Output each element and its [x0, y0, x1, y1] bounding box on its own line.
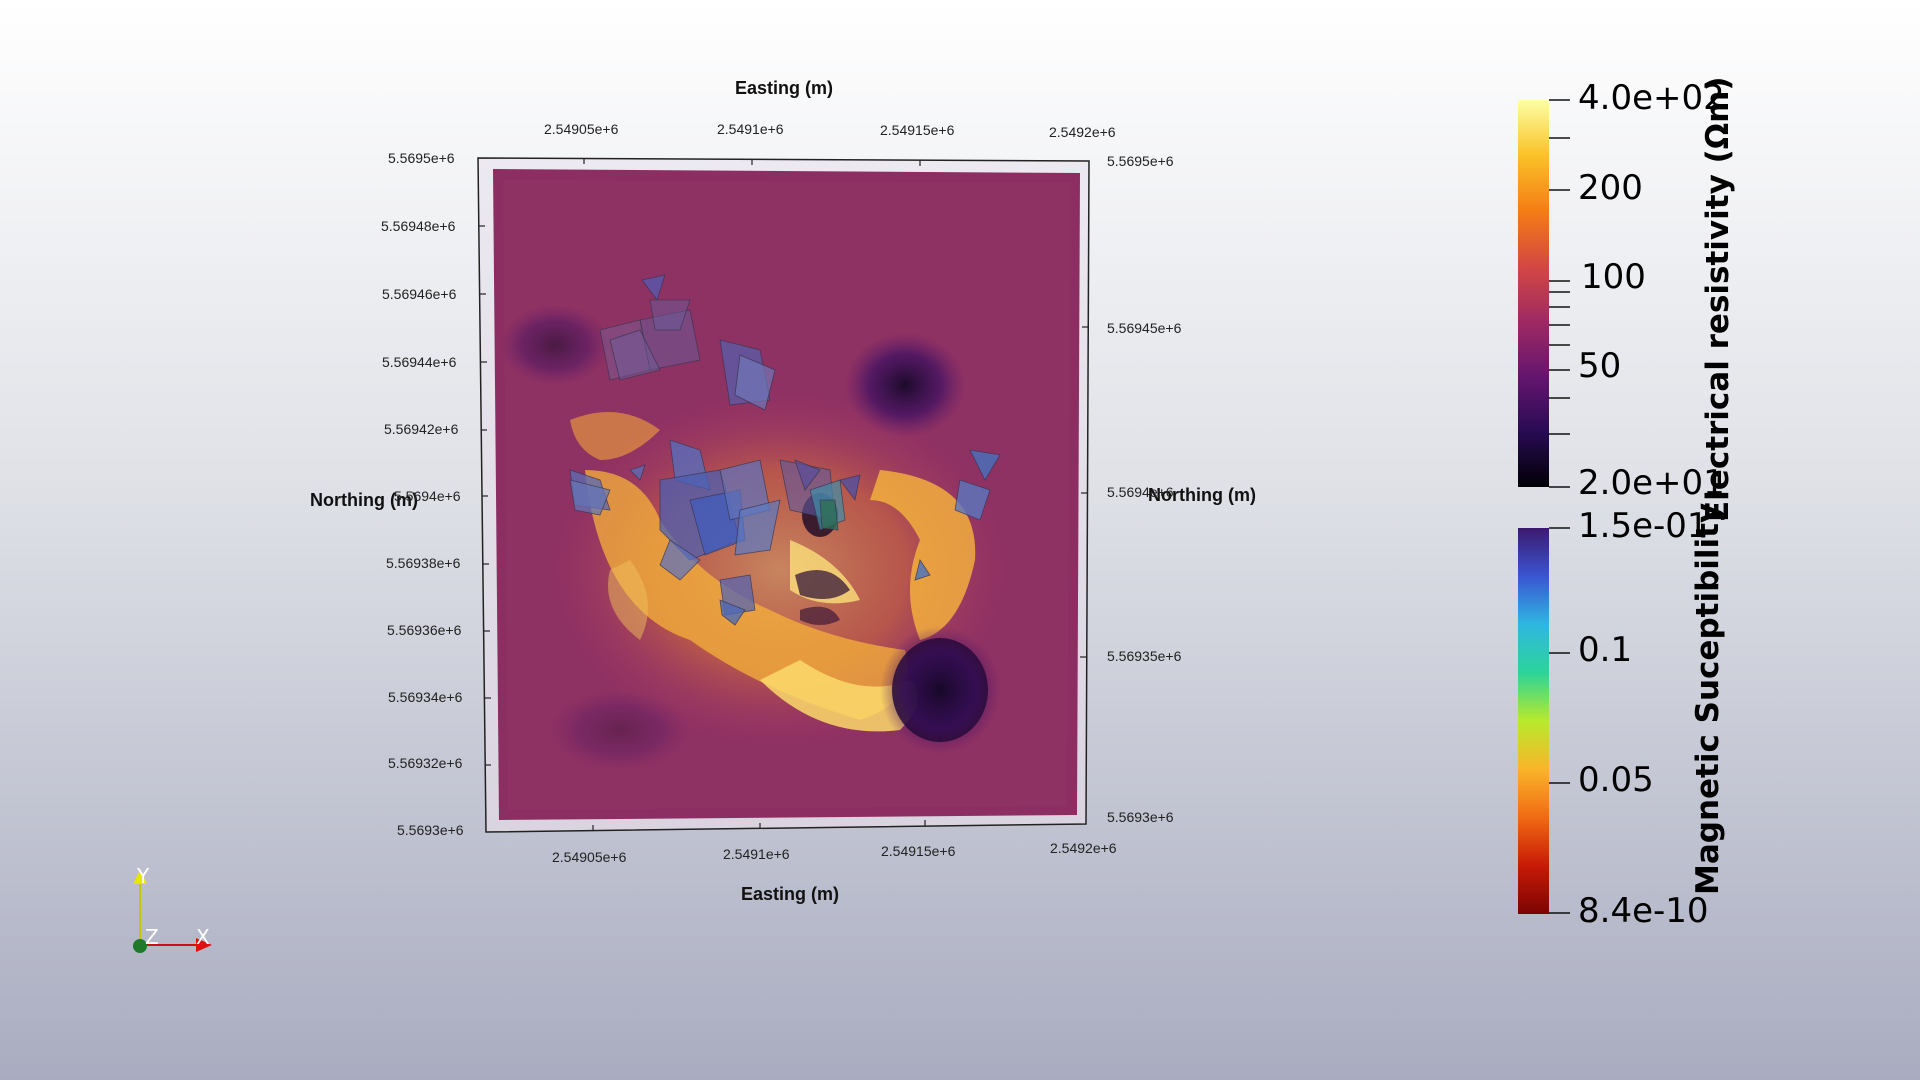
left-axis-tick: 5.56944e+6 — [382, 354, 457, 370]
susceptibility-tick: 1.5e-01 — [1578, 506, 1709, 546]
axis-tick-marks — [479, 158, 1088, 831]
left-axis-tick: 5.56934e+6 — [388, 689, 463, 705]
right-axis-tick: 5.5694e+6 — [1107, 484, 1174, 500]
resistivity-colorbar — [1518, 99, 1570, 488]
right-axis-tick: 5.56935e+6 — [1107, 648, 1182, 664]
susceptibility-tick: 0.05 — [1578, 760, 1654, 800]
susceptibility-colorbar-title: Magnetic Suceptibility — [1690, 502, 1726, 895]
bottom-axis-tick: 2.5492e+6 — [1050, 840, 1117, 856]
top-axis-tick: 2.5492e+6 — [1049, 124, 1116, 140]
left-axis-title: Northing (m) — [310, 490, 418, 510]
susceptibility-colorbar-gradient — [1518, 528, 1549, 914]
bottom-axis-tick: 2.54915e+6 — [881, 843, 956, 859]
susceptibility-tick: 0.1 — [1578, 630, 1633, 670]
susceptibility-cells — [569, 274, 1001, 626]
bottom-axis-tick: 2.54905e+6 — [552, 849, 627, 865]
left-axis-tick: 5.56942e+6 — [384, 421, 459, 437]
resistivity-tick: 200 — [1578, 168, 1643, 208]
resistivity-colorbar-gradient — [1518, 100, 1549, 487]
top-axis-tick: 2.5491e+6 — [717, 121, 784, 137]
resistivity-tick: 4.0e+02 — [1578, 78, 1725, 118]
right-axis-tick: 5.5695e+6 — [1107, 153, 1174, 169]
resistivity-tick: 50 — [1578, 346, 1622, 386]
orientation-y-label: Y — [137, 864, 150, 888]
top-axis-tick: 2.54905e+6 — [544, 121, 619, 137]
orientation-x-label: X — [196, 925, 210, 949]
bottom-axis-tick: 2.5491e+6 — [723, 846, 790, 862]
resistivity-tick: 2.0e+01 — [1578, 463, 1725, 503]
left-axis-tick: 5.5694e+6 — [394, 488, 461, 504]
left-axis-tick: 5.56946e+6 — [382, 286, 457, 302]
orientation-axes — [133, 870, 212, 953]
right-axis-tick: 5.5693e+6 — [1107, 809, 1174, 825]
susceptibility-colorbar — [1518, 527, 1570, 914]
right-axis-tick: 5.56945e+6 — [1107, 320, 1182, 336]
left-axis-tick: 5.56932e+6 — [388, 755, 463, 771]
resistivity-colorbar-title: Electrical resistivity (Ωm) — [1700, 76, 1736, 522]
right-axis-title: Northing (m) — [1148, 485, 1256, 505]
left-axis-tick: 5.5695e+6 — [388, 150, 455, 166]
left-axis-tick: 5.5693e+6 — [397, 822, 464, 838]
left-axis-tick: 5.56936e+6 — [387, 622, 462, 638]
susceptibility-tick: 8.4e-10 — [1578, 891, 1709, 931]
resistivity-tick: 100 — [1581, 257, 1646, 297]
top-axis-title: Easting (m) — [735, 78, 834, 98]
top-axis-tick: 2.54915e+6 — [880, 122, 955, 138]
left-axis-tick: 5.56948e+6 — [381, 218, 456, 234]
orientation-z-label: Z — [145, 925, 159, 949]
left-axis-tick: 5.56938e+6 — [386, 555, 461, 571]
bottom-axis-title: Easting (m) — [741, 884, 840, 904]
